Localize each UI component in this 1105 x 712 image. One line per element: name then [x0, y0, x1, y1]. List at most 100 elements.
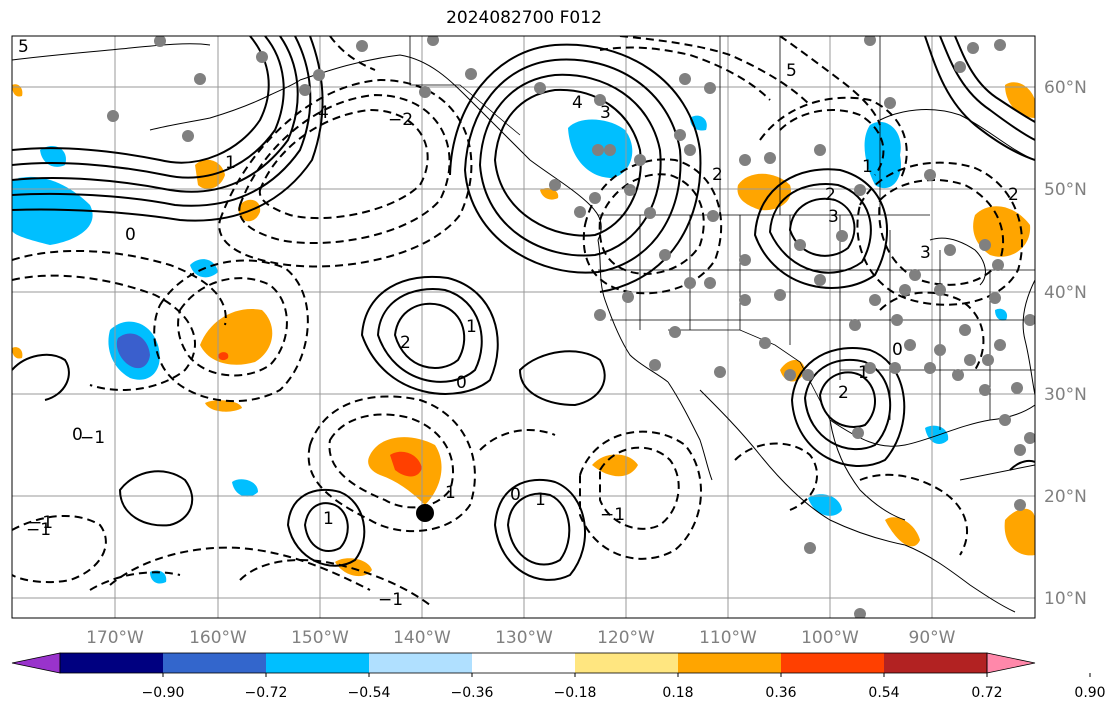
lat-label: 50°N [1044, 180, 1087, 200]
baja-coast [667, 381, 713, 481]
contour-nw-5 [12, 36, 324, 222]
red-dot-west [218, 352, 229, 361]
east-coast [1022, 279, 1035, 396]
contour-neg-tr-2 [619, 36, 811, 106]
contour-label: 4 [318, 103, 329, 123]
colorbar-extend-low [11, 652, 61, 674]
hudson-bay [879, 109, 1035, 161]
contour-label: 2 [838, 383, 849, 403]
colorbar-tick-label: −0.72 [245, 685, 288, 701]
contour-neg-pac-2 [579, 430, 702, 560]
contour-ne-3 [924, 36, 1035, 161]
contour-mid-0 [518, 350, 606, 407]
colorbar-segment [472, 653, 576, 673]
contour-neg-mid-r [479, 429, 556, 451]
lon-label: 100°W [801, 628, 859, 648]
contour-gulf-ak-2 [478, 73, 662, 257]
colorbar: −0.90 −0.72 −0.54 −0.36 −0.18 0.18 0.36 0.54 0.7… [11, 652, 1105, 701]
contour-central-3 [360, 276, 499, 395]
contour-gulf-ak-4 [449, 43, 702, 293]
contour-label: 2 [712, 165, 723, 185]
contour-label: 1 [862, 157, 873, 177]
negative-contours [12, 36, 1023, 606]
contour-neg-bc-1 [598, 173, 705, 275]
contour-label: 5 [786, 61, 797, 81]
gridlines [12, 36, 1035, 618]
contour-label: 1 [323, 509, 334, 529]
station-dots [107, 36, 1035, 618]
contour-label: 3 [600, 103, 611, 123]
contour-neg-se-2 [859, 473, 969, 556]
alaska-coast [299, 54, 602, 241]
contour-nw-2 [12, 36, 285, 179]
contour-gulf-ak-3 [463, 58, 682, 274]
colorbar-segment [60, 653, 164, 673]
contour-neg-se-1 [879, 291, 985, 371]
contour-neg-w-4 [153, 259, 309, 402]
contour-sw-0 [118, 470, 194, 527]
lat-label: 20°N [1044, 487, 1087, 507]
contour-label: −1 [378, 590, 403, 610]
colorbar-tick-label: −0.18 [554, 685, 597, 701]
contour-label: 1 [445, 483, 456, 503]
mexico-west-coast [699, 389, 906, 546]
contour-label: 0 [510, 485, 521, 505]
contour-plains-3 [753, 168, 889, 289]
contour-neg-tr-1 [599, 46, 771, 101]
contour-label: 1 [858, 363, 869, 383]
contour-neg-top-1 [329, 36, 376, 71]
lon-label: 140°W [393, 628, 451, 648]
contour-neg-can-2 [759, 96, 908, 181]
contour-east-0 [1009, 460, 1035, 471]
contour-ne-2 [954, 36, 1035, 123]
colorbar-segment [678, 653, 782, 673]
map-title: 2024082700 F012 [446, 8, 602, 28]
contour-neg-bc-2 [582, 158, 723, 295]
blue-patch-tiny-2 [995, 308, 1008, 321]
contour-label: 0 [456, 373, 467, 393]
contour-label: 2 [400, 333, 411, 353]
contour-label: 0 [125, 225, 136, 245]
mexico-east-coast [829, 419, 906, 521]
colorbar-tick-label: −0.90 [142, 685, 185, 701]
orange-patch-plains [737, 173, 791, 211]
colorbar-segment [369, 653, 473, 673]
colorbar-tick-label: 0.90 [1074, 685, 1105, 701]
contour-neg-w-3 [177, 277, 288, 377]
contour-label: 2 [1008, 185, 1019, 205]
blue-patch-south [232, 479, 258, 497]
contour-nw-3 [12, 36, 299, 193]
contour-neg-south-3 [12, 514, 107, 584]
orange-patch-ne [1005, 82, 1035, 118]
lon-label: 90°W [909, 628, 956, 648]
colorbar-tick-label: 0.54 [868, 685, 899, 701]
latitude-labels: 60°N 50°N 40°N 30°N 20°N 10°N [1044, 78, 1087, 609]
contour-neg-south-2 [109, 546, 371, 591]
contour-sw-2 [286, 488, 366, 567]
contour-label: 0 [892, 340, 903, 360]
contour-label: 2 [825, 185, 836, 205]
gulf-coast [829, 404, 1035, 447]
contour-neg-ne-2 [856, 161, 1023, 306]
contour-plains-2 [768, 183, 872, 274]
contour-label: 1 [225, 153, 236, 173]
black-dot-marker [416, 504, 434, 522]
colorbar-frame [59, 652, 988, 674]
contour-neg-ne-1 [878, 179, 1005, 286]
lon-label: 130°W [495, 628, 553, 648]
colorbar-tick-label: 0.18 [662, 685, 693, 701]
contour-central-1 [393, 302, 466, 369]
lon-label: 160°W [189, 628, 247, 648]
contour-neg-hi-2 [307, 395, 476, 533]
lat-label: 40°N [1044, 283, 1087, 303]
contour-label: 3 [828, 207, 839, 227]
colorbar-extend-high [986, 652, 1036, 674]
positive-contours [12, 36, 1035, 581]
siberia-coast [12, 43, 211, 61]
lon-label: 150°W [291, 628, 349, 648]
contour-label: −2 [388, 110, 413, 130]
red-patch-hawaii [390, 451, 422, 477]
colorbar-tick-label: −0.36 [451, 685, 494, 701]
lon-label: 120°W [597, 628, 655, 648]
